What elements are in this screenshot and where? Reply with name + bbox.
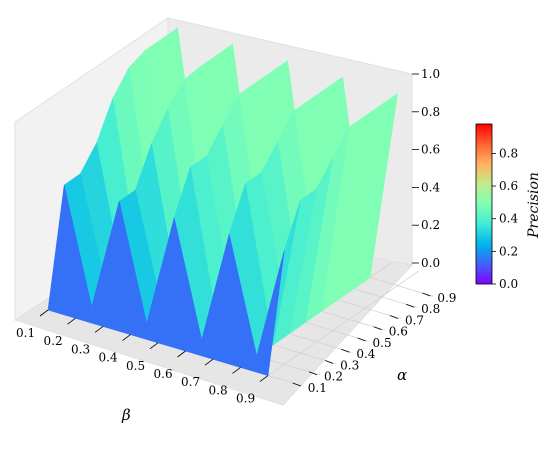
alpha-tick-label: 0.7 <box>405 313 424 327</box>
beta-tick-mark <box>122 334 131 341</box>
grid-line <box>267 270 419 376</box>
colorbar-tick-label: 0.0 <box>499 277 518 291</box>
alpha-tick-mark <box>389 315 399 319</box>
beta-axis-label: β <box>121 406 131 424</box>
beta-tick-label: 0.9 <box>236 392 255 406</box>
alpha-tick-mark <box>325 360 334 364</box>
z-ticks: 0.0 0.2 0.4 0.6 0.8 1.0 <box>412 67 440 270</box>
beta-tick-mark <box>259 375 269 382</box>
alpha-ticks: 0.10.20.30.40.50.60.70.80.9 <box>292 291 456 395</box>
beta-tick-label: 0.1 <box>16 326 35 340</box>
beta-tick-mark <box>232 367 241 374</box>
beta-tick-mark <box>67 317 76 325</box>
beta-tick-label: 0.4 <box>99 351 118 365</box>
colorbar: 0.0 0.2 0.4 0.6 0.8 Precision <box>475 123 542 291</box>
alpha-tick-mark <box>292 382 301 387</box>
beta-tick-mark <box>204 358 214 366</box>
colorbar-gradient <box>475 123 493 285</box>
alpha-tick-label: 0.2 <box>324 370 343 384</box>
alpha-axis-label: α <box>397 366 407 384</box>
colorbar-tick-label: 0.8 <box>499 146 518 160</box>
alpha-tick-mark <box>357 337 366 342</box>
beta-ticks: 0.1 0.2 0.3 0.4 0.5 0.6 0.7 0.8 0.9 <box>16 309 269 406</box>
beta-tick-label: 0.7 <box>181 375 200 389</box>
colorbar-tick-label: 0.6 <box>499 179 518 193</box>
alpha-tick-label: 0.1 <box>308 381 327 395</box>
alpha-tick-mark <box>373 326 382 331</box>
alpha-tick-label: 0.9 <box>437 291 456 305</box>
colorbar-label: Precision <box>526 172 542 239</box>
z-tick-label: 0.8 <box>421 105 440 119</box>
precision-surface <box>47 27 398 376</box>
colorbar-tick-label: 0.2 <box>499 244 518 258</box>
alpha-tick-label: 0.8 <box>421 302 440 316</box>
z-tick-label: 0.4 <box>421 180 440 194</box>
colorbar-tick-label: 0.4 <box>499 212 518 226</box>
z-tick-label: 0.0 <box>421 256 440 270</box>
beta-tick-mark <box>149 342 159 350</box>
beta-tick-label: 0.3 <box>71 342 90 356</box>
beta-tick-mark <box>177 350 186 358</box>
alpha-tick-mark <box>422 292 431 297</box>
beta-tick-label: 0.2 <box>44 334 63 348</box>
alpha-tick-mark <box>308 371 318 376</box>
z-tick-label: 0.6 <box>421 143 440 157</box>
surface-patch <box>240 250 285 376</box>
z-tick-label: 1.0 <box>421 67 440 81</box>
alpha-tick-label: 0.3 <box>340 358 359 372</box>
beta-tick-mark <box>94 326 104 333</box>
z-tick-label: 0.2 <box>421 218 440 232</box>
beta-tick-mark <box>39 309 49 317</box>
alpha-tick-mark <box>406 303 415 308</box>
beta-tick-label: 0.6 <box>154 367 173 381</box>
colorbar-ticks: 0.0 0.2 0.4 0.6 0.8 <box>492 146 518 291</box>
alpha-tick-label: 0.5 <box>373 336 392 350</box>
beta-tick-label: 0.8 <box>209 383 228 397</box>
alpha-tick-label: 0.4 <box>356 347 375 361</box>
beta-tick-label: 0.5 <box>126 359 145 373</box>
alpha-tick-label: 0.6 <box>389 325 408 339</box>
alpha-tick-mark <box>341 348 350 353</box>
